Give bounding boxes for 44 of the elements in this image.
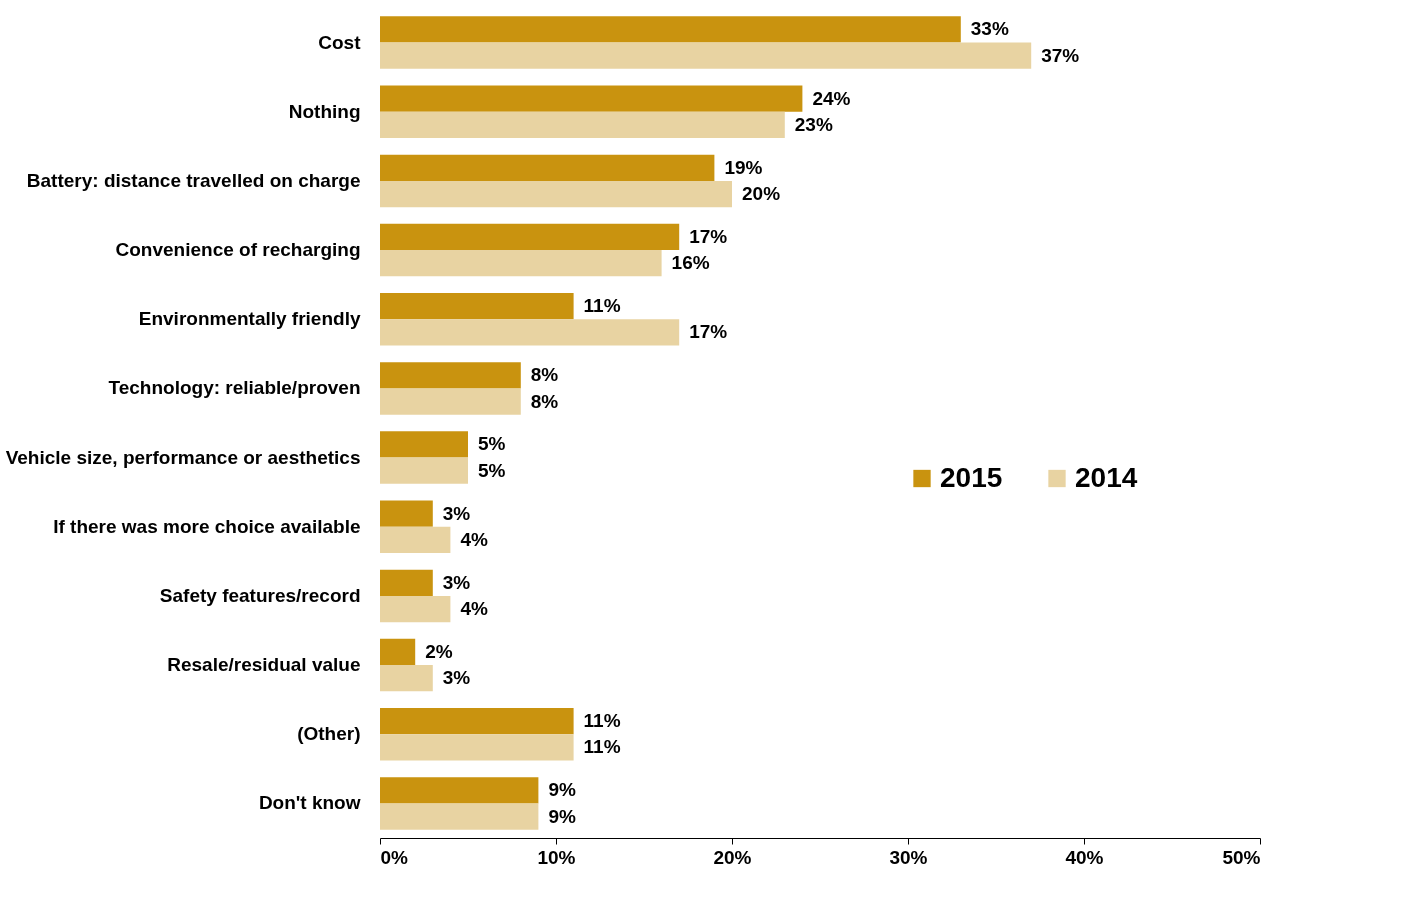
- x-tick-label: 40%: [1065, 846, 1104, 868]
- legend-label: 2015: [940, 461, 1003, 493]
- data-label: 3%: [442, 571, 471, 593]
- data-label: 8%: [530, 390, 559, 412]
- data-label: 11%: [583, 736, 621, 758]
- data-label: 2%: [425, 640, 453, 662]
- x-tick-label: 20%: [713, 846, 752, 868]
- y-tick-label: Environmentally friendly: [138, 308, 361, 330]
- x-tick-label: 30%: [889, 846, 928, 868]
- data-label: 17%: [689, 225, 728, 247]
- y-tick-label: Battery: distance travelled on charge: [26, 169, 361, 191]
- y-tick-label: If there was more choice available: [53, 515, 361, 537]
- data-label: 11%: [583, 710, 621, 732]
- data-label: 24%: [812, 87, 851, 109]
- data-label: 9%: [548, 805, 576, 827]
- data-label: 17%: [689, 321, 728, 343]
- data-label: 23%: [794, 113, 833, 135]
- legend-label: 2014: [1075, 461, 1138, 493]
- data-label: 37%: [1041, 44, 1080, 66]
- x-tick-label: 0%: [380, 846, 409, 868]
- y-tick-label: Safety features/record: [159, 584, 361, 606]
- y-tick-label: Convenience of recharging: [115, 239, 361, 261]
- y-tick-label: Technology: reliable/proven: [108, 377, 361, 399]
- y-tick-label: Cost: [318, 31, 362, 53]
- data-label: 20%: [742, 183, 781, 205]
- data-label: 5%: [478, 433, 506, 455]
- y-tick-label: Nothing: [288, 100, 361, 122]
- y-tick-label: Don't know: [258, 792, 361, 814]
- x-tick-label: 10%: [537, 846, 576, 868]
- data-label: 3%: [442, 667, 471, 689]
- data-label: 5%: [478, 459, 506, 481]
- data-label: 16%: [671, 252, 710, 274]
- data-label: 4%: [460, 598, 488, 620]
- data-label: 19%: [724, 156, 763, 178]
- data-label: 9%: [548, 779, 576, 801]
- data-label: 33%: [970, 18, 1009, 40]
- y-tick-label: (Other): [297, 723, 361, 745]
- data-label: 11%: [583, 295, 621, 317]
- y-tick-label: Resale/residual value: [167, 654, 361, 676]
- data-label: 4%: [460, 528, 488, 550]
- data-label: 3%: [442, 502, 471, 524]
- x-tick-label: 50%: [1222, 846, 1261, 868]
- y-tick-label: Vehicle size, performance or aesthetics: [5, 446, 361, 468]
- data-label: 8%: [530, 364, 559, 386]
